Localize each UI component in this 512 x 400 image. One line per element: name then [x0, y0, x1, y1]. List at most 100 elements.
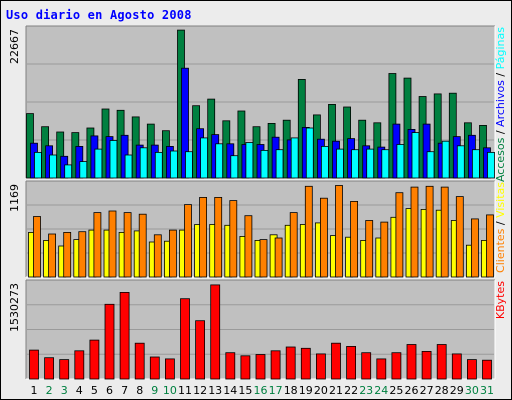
- x-tick-label-10: 10: [163, 384, 177, 397]
- ymax-label: 22667: [8, 29, 21, 64]
- bar-clientes-20: [319, 197, 328, 278]
- bar-páginas-25: [396, 144, 405, 179]
- bar-accesos-28: [433, 93, 442, 179]
- bar-kbytes-22: [346, 345, 357, 380]
- bar-páginas-14: [230, 155, 239, 179]
- bar-archivos-11: [181, 67, 189, 179]
- bar-clientes-29: [455, 196, 464, 278]
- bar-páginas-30: [471, 149, 480, 179]
- bar-páginas-13: [215, 143, 224, 179]
- bar-páginas-16: [260, 149, 269, 179]
- bar-clientes-26: [410, 186, 419, 278]
- bar-clientes-18: [289, 212, 298, 278]
- bar-clientes-30: [470, 218, 479, 278]
- bar-páginas-9: [154, 151, 163, 179]
- x-tick-label-31: 31: [480, 384, 494, 397]
- bar-kbytes-27: [421, 350, 432, 380]
- bar-kbytes-14: [225, 352, 236, 380]
- legend-entry: Accesos: [494, 137, 507, 182]
- chart-panel-top: [25, 25, 496, 179]
- legend-entry: /: [494, 218, 507, 229]
- legend-entry: Páginas: [494, 27, 507, 70]
- x-tick-label-7: 7: [121, 384, 128, 397]
- x-tick-label-13: 13: [208, 384, 222, 397]
- bar-kbytes-29: [451, 353, 462, 380]
- bar-clientes-9: [153, 234, 162, 278]
- x-tick-label-27: 27: [420, 384, 434, 397]
- bar-páginas-17: [275, 149, 284, 179]
- bar-kbytes-11: [180, 298, 190, 380]
- bar-clientes-2: [48, 233, 56, 278]
- x-tick-label-3: 3: [61, 384, 68, 397]
- legend-entry: Visitas: [494, 182, 507, 218]
- x-tick-label-25: 25: [389, 384, 403, 397]
- x-tick-label-24: 24: [374, 384, 388, 397]
- x-tick-label-1: 1: [31, 384, 38, 397]
- bar-kbytes-3: [59, 359, 70, 380]
- bar-kbytes-2: [44, 357, 54, 380]
- legend-entry: /: [494, 127, 507, 138]
- bar-páginas-26: [411, 132, 420, 179]
- bar-clientes-27: [425, 185, 434, 278]
- x-tick-label-21: 21: [329, 384, 343, 397]
- bar-kbytes-25: [391, 352, 402, 380]
- bar-kbytes-7: [119, 291, 130, 380]
- bar-kbytes-12: [195, 320, 206, 380]
- bar-clientes-4: [78, 231, 87, 278]
- bar-kbytes-8: [134, 342, 145, 380]
- bar-páginas-29: [456, 145, 465, 179]
- bar-páginas-27: [426, 151, 435, 179]
- bar-clientes-23: [365, 220, 374, 278]
- bar-kbytes-28: [436, 344, 447, 380]
- bar-clientes-19: [304, 185, 313, 278]
- bar-kbytes-24: [376, 358, 387, 380]
- x-tick-label-12: 12: [193, 384, 207, 397]
- bar-kbytes-13: [210, 284, 221, 380]
- bar-clientes-5: [93, 212, 102, 278]
- x-tick-label-29: 29: [450, 384, 464, 397]
- x-tick-label-30: 30: [465, 384, 479, 397]
- bar-kbytes-26: [406, 344, 417, 380]
- x-tick-label-26: 26: [405, 384, 419, 397]
- bar-clientes-10: [168, 229, 177, 278]
- bar-páginas-2: [49, 154, 57, 179]
- bar-accesos-3: [56, 131, 65, 179]
- legend-top: Accesos / Archivos / Páginas: [494, 27, 507, 182]
- bar-clientes-15: [244, 215, 253, 278]
- bar-kbytes-18: [285, 346, 296, 380]
- x-tick-label-14: 14: [223, 384, 237, 397]
- bar-páginas-31: [487, 151, 495, 179]
- bar-kbytes-31: [482, 359, 492, 380]
- x-tick-label-28: 28: [435, 384, 449, 397]
- bar-clientes-25: [395, 192, 404, 278]
- bar-kbytes-4: [74, 350, 85, 380]
- x-tick-label-23: 23: [359, 384, 373, 397]
- legend-bottom: KBytes: [494, 281, 507, 319]
- bar-clientes-24: [380, 221, 389, 278]
- bar-kbytes-5: [89, 339, 100, 380]
- x-tick-label-22: 22: [344, 384, 358, 397]
- bar-accesos-29: [448, 92, 457, 179]
- legend-entry: Archivos: [494, 80, 507, 127]
- bar-páginas-15: [245, 142, 254, 179]
- x-tick-label-17: 17: [269, 384, 283, 397]
- x-tick-label-4: 4: [76, 384, 83, 397]
- bar-clientes-21: [335, 185, 343, 278]
- bar-clientes-3: [63, 231, 72, 278]
- bar-accesos-26: [403, 77, 412, 179]
- bar-clientes-22: [350, 200, 359, 278]
- x-tick-label-8: 8: [136, 384, 143, 397]
- chart-panel-middle: [25, 180, 496, 278]
- chart-panel-bottom: [25, 279, 496, 380]
- bar-clientes-17: [274, 237, 283, 278]
- x-tick-label-6: 6: [106, 384, 113, 397]
- bar-páginas-28: [441, 140, 450, 179]
- bar-páginas-4: [79, 161, 88, 179]
- bar-kbytes-20: [315, 353, 326, 380]
- bar-páginas-18: [290, 137, 299, 179]
- bar-archivos-27: [422, 123, 431, 179]
- bar-páginas-24: [381, 149, 390, 179]
- bar-páginas-11: [185, 151, 193, 179]
